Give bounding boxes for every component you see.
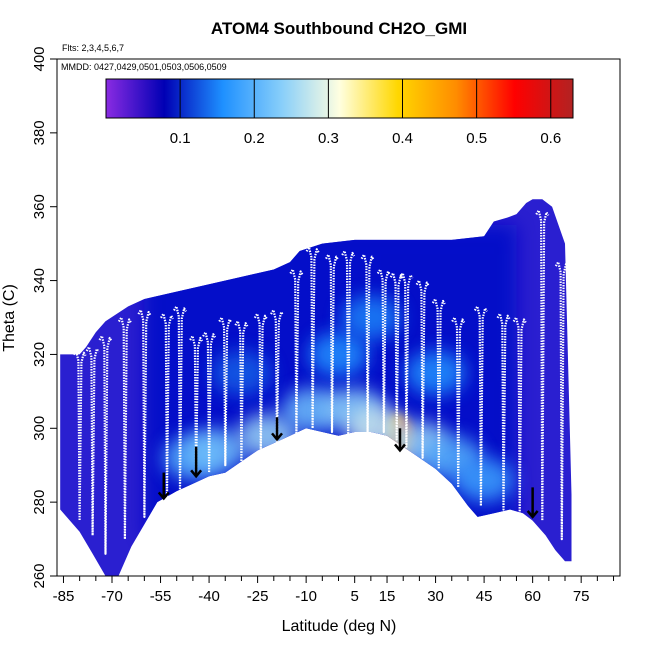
concentration-hotspot: [185, 428, 246, 473]
colorbar-tick-label: 0.5: [466, 130, 487, 147]
flight-profile-trace: [270, 309, 284, 445]
flight-profile-trace: [512, 316, 527, 515]
x-axis-label: Latitude (deg N): [282, 618, 397, 635]
arrow-head: [394, 443, 406, 453]
colorbar-tick-label: 0.1: [170, 130, 191, 147]
dates-note: MMDD: 0427,0429,0501,0503,0506,0509: [61, 62, 227, 72]
flight-profile-trace: [234, 320, 249, 463]
arrow-head: [157, 491, 170, 501]
colorbar-tick-label: 0.4: [392, 130, 413, 147]
x-tick-label: 75: [573, 588, 590, 605]
profile-arrow: [394, 428, 406, 453]
chart-title: ATOM4 Southbound CH2O_GMI: [211, 19, 467, 38]
x-tick-label: -40: [198, 588, 220, 605]
concentration-hotspot: [308, 332, 369, 377]
colorbar-tick-label: 0.6: [540, 130, 561, 147]
arrow-head: [190, 469, 203, 479]
flights-note: Flts: 2,3,4,5,6,7: [62, 43, 124, 53]
flight-profile-trace: [399, 272, 414, 448]
flight-profile-trace: [173, 305, 187, 493]
profile-arrows: [157, 417, 539, 519]
colorbar-tick-label: 0.3: [318, 130, 339, 147]
y-tick-label: 380: [31, 120, 48, 145]
y-tick-label: 300: [31, 416, 48, 441]
colorbar-ticks: 0.1 0.2 0.3 0.4 0.5 0.6: [170, 79, 561, 147]
concentration-hotspot: [405, 350, 466, 395]
y-tick-label: 340: [31, 268, 48, 293]
colorbar: 0.1 0.2 0.3 0.4 0.5 0.6: [105, 78, 574, 147]
plot-area: [60, 199, 572, 576]
x-tick-label: -70: [101, 588, 123, 605]
flight-profile-trace: [137, 309, 152, 519]
x-tick-label: 60: [524, 588, 541, 605]
y-tick-label: 400: [31, 46, 48, 71]
profile-arrow: [190, 446, 203, 479]
arrow-head: [526, 510, 539, 519]
x-tick-label: -25: [247, 588, 269, 605]
flight-profile-trace: [360, 253, 375, 434]
flight-profile-trace: [496, 312, 511, 511]
y-axis-label: Theta (C): [1, 284, 18, 352]
flight-profile-trace: [218, 316, 233, 467]
y-axis: 260 280 300 320 340 360 380 400: [31, 46, 57, 589]
flight-profile-trace: [554, 261, 569, 541]
x-tick-label: 30: [427, 588, 444, 605]
flight-profile-trace: [189, 334, 204, 478]
y-tick-label: 360: [31, 194, 48, 219]
flight-profile-trace: [253, 312, 268, 452]
flight-profile-trace: [289, 268, 304, 437]
concentration-hotspot: [454, 457, 515, 502]
flight-profile-trace: [376, 268, 391, 434]
flight-profiles: [72, 209, 569, 555]
x-tick-label: -10: [295, 588, 317, 605]
x-tick-label: -55: [150, 588, 172, 605]
y-tick-label: 320: [31, 342, 48, 367]
profile-arrow: [526, 487, 539, 519]
y-tick-label: 260: [31, 563, 48, 588]
flight-profile-trace: [325, 253, 339, 434]
flight-profile-trace: [341, 249, 356, 437]
flight-profile-trace: [415, 279, 430, 459]
x-tick-label: 5: [351, 588, 359, 605]
arrow-head: [271, 432, 283, 442]
x-tick-label: -85: [53, 588, 75, 605]
x-tick-label: 15: [379, 588, 396, 605]
flight-profile-trace: [98, 334, 113, 555]
flight-profile-trace: [117, 316, 132, 541]
flight-profile-trace: [389, 272, 404, 441]
flight-profile-trace: [431, 297, 446, 470]
concentration-hotspot: [211, 350, 272, 395]
flight-profile-trace: [72, 349, 87, 522]
flight-profile-trace: [451, 316, 466, 489]
colorbar-gradient: [105, 78, 574, 119]
x-axis: -85 -70 -55 -40 -25 -10 5 15 30 45 60 75: [53, 576, 615, 605]
flight-profile-trace: [305, 246, 320, 430]
flight-profile-trace: [202, 331, 217, 474]
profile-arrow: [157, 472, 170, 501]
flight-profile-trace: [160, 312, 174, 500]
x-tick-label: 45: [476, 588, 493, 605]
y-tick-label: 280: [31, 490, 48, 515]
colorbar-tick-label: 0.2: [244, 130, 265, 147]
profile-arrow: [271, 417, 283, 442]
